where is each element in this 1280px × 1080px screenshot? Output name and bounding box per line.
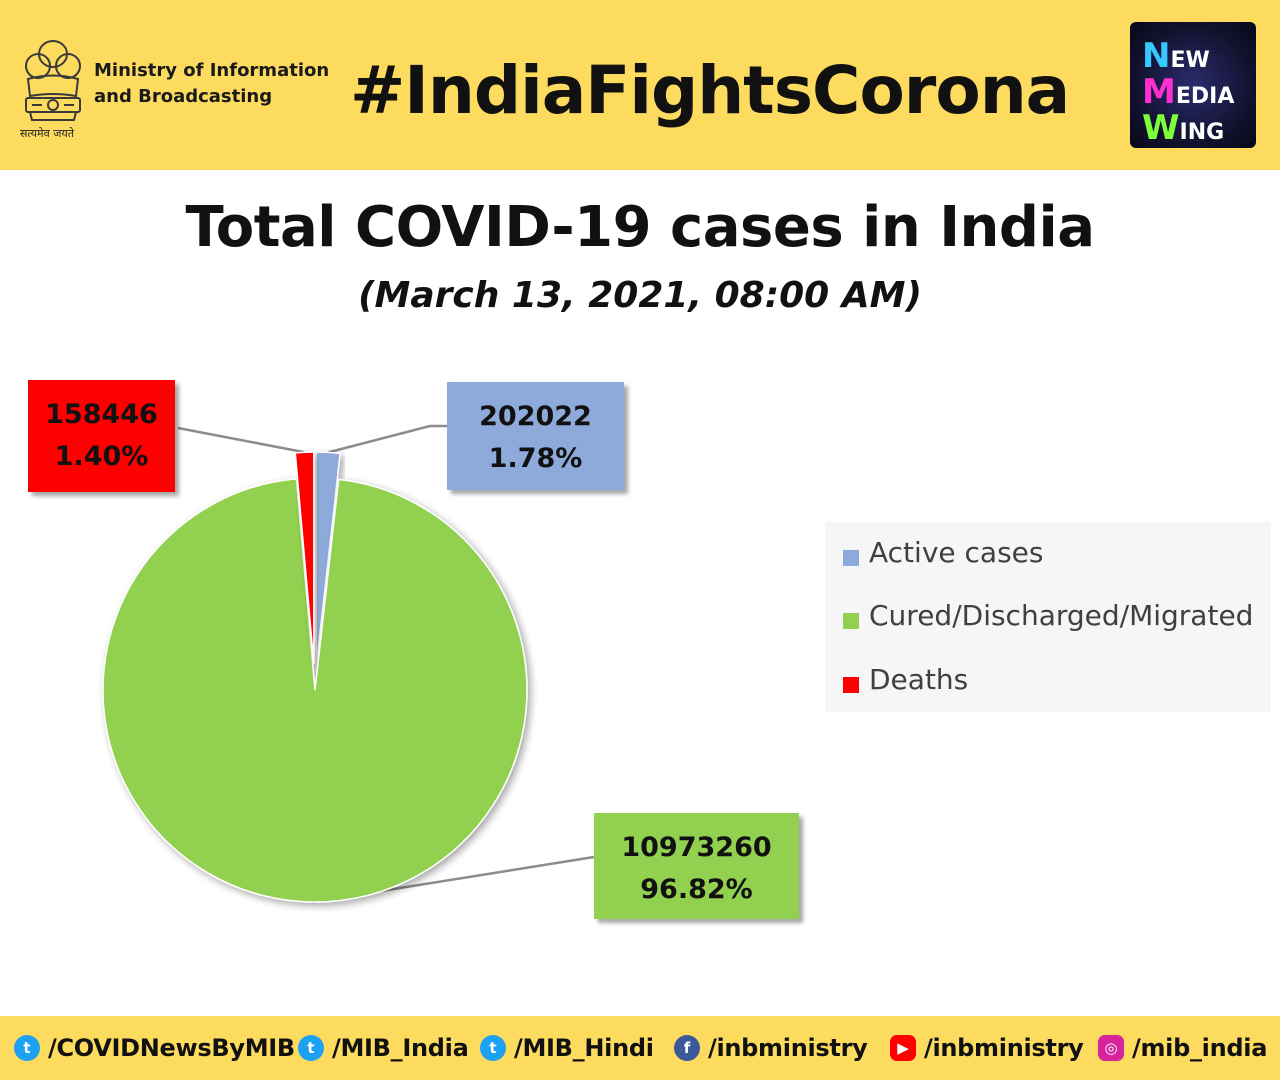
logo-letter-n: N: [1142, 36, 1171, 76]
data-label-active-percent: 1.78%: [488, 443, 583, 474]
social-link-facebook[interactable]: f /inbministry: [674, 1032, 868, 1064]
pie-slices: [102, 451, 528, 903]
twitter-icon: t: [14, 1035, 40, 1061]
social-link-instagram[interactable]: ◎ /mib_india: [1098, 1032, 1267, 1064]
data-label-deaths-value: 158446: [45, 399, 158, 430]
social-link-covidnewsbymib[interactable]: t /COVIDNewsByMIB: [14, 1032, 295, 1064]
header-banner: सत्यमेव जयते Ministry of Information and…: [0, 0, 1280, 170]
logo-line-media: MEDIA: [1142, 72, 1234, 112]
social-link-mib-india[interactable]: t /MIB_India: [298, 1032, 469, 1064]
logo-letters-edia: EDIA: [1175, 84, 1235, 109]
data-label-cured-percent: 96.82%: [640, 874, 753, 905]
chart-title: Total COVID-19 cases in India: [185, 195, 1095, 260]
legend-swatch-deaths: [843, 677, 859, 693]
data-label-active-value: 202022: [479, 401, 592, 432]
social-link-youtube[interactable]: ▶ /inbministry: [890, 1032, 1084, 1064]
logo-letters-ing: ING: [1179, 120, 1225, 145]
ministry-name: Ministry of Information and Broadcasting: [94, 58, 334, 110]
social-handle: /inbministry: [924, 1034, 1084, 1062]
instagram-icon: ◎: [1098, 1035, 1124, 1061]
data-label-deaths: 158446 1.40%: [28, 380, 175, 492]
ministry-name-line1: Ministry of Information: [94, 60, 330, 81]
hashtag-title: #IndiaFightsCorona: [350, 52, 1070, 129]
facebook-icon: f: [674, 1035, 700, 1061]
footer-social-bar: t /COVIDNewsByMIB t /MIB_India t /MIB_Hi…: [0, 1016, 1280, 1080]
logo-line-new: NEW: [1142, 36, 1210, 76]
twitter-icon: t: [480, 1035, 506, 1061]
leader-line-active: [328, 424, 447, 454]
legend-label-cured: Cured/Discharged/Migrated: [869, 599, 1254, 632]
emblem-caption: सत्यमेव जयते: [20, 127, 75, 140]
legend-label-active: Active cases: [869, 536, 1044, 569]
data-label-cured-value: 10973260: [621, 832, 772, 863]
social-link-mib-hindi[interactable]: t /MIB_Hindi: [480, 1032, 654, 1064]
pie-slice-deaths: [294, 451, 315, 665]
pie-slice-active: [315, 451, 341, 665]
social-handle: /COVIDNewsByMIB: [48, 1034, 295, 1062]
pie-slice-cured: [102, 478, 528, 903]
youtube-icon: ▶: [890, 1035, 916, 1061]
pie-chart: [102, 424, 595, 904]
social-handle: /MIB_Hindi: [514, 1034, 654, 1062]
logo-line-wing: WING: [1142, 108, 1224, 148]
new-media-wing-logo: NEW MEDIA WING: [1130, 22, 1256, 148]
ministry-name-line2: and Broadcasting: [94, 86, 273, 107]
data-label-deaths-percent: 1.40%: [54, 441, 149, 472]
chart-legend: Active cases Cured/Discharged/Migrated D…: [825, 522, 1271, 712]
legend-swatch-cured: [843, 613, 859, 629]
chart-subtitle: (March 13, 2021, 08:00 AM): [358, 275, 922, 316]
logo-letter-w: W: [1142, 108, 1180, 148]
logo-letters-ew: EW: [1170, 48, 1210, 73]
twitter-icon: t: [298, 1035, 324, 1061]
national-emblem-icon: [25, 40, 81, 121]
data-label-cured: 10973260 96.82%: [594, 813, 799, 919]
logo-letter-m: M: [1142, 72, 1176, 112]
social-handle: /MIB_India: [332, 1034, 469, 1062]
data-label-active: 202022 1.78%: [447, 382, 624, 490]
leader-line-deaths: [177, 426, 305, 454]
social-handle: /mib_india: [1132, 1034, 1268, 1062]
legend-label-deaths: Deaths: [869, 663, 969, 696]
social-handle: /inbministry: [708, 1034, 868, 1062]
legend-swatch-active: [843, 550, 859, 566]
